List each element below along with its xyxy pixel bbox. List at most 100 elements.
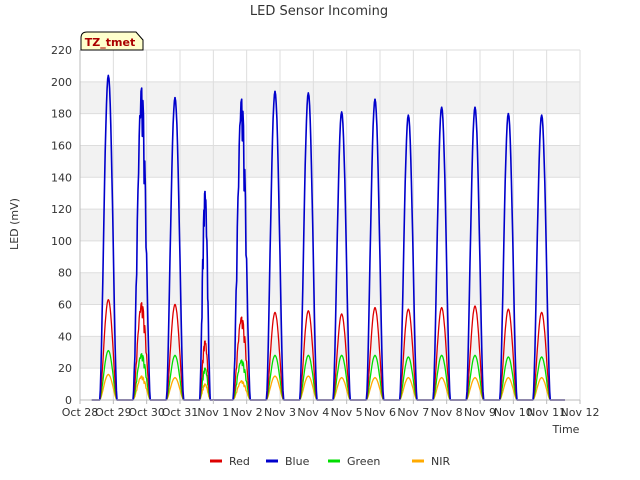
data-point-green [440,354,443,357]
data-point-green [107,349,110,352]
plot-band [80,81,580,114]
y-axis-label: LED (mV) [8,198,21,250]
x-tick-label: Nov 12 [561,406,600,419]
data-point-blue [440,106,443,109]
data-point-blue [507,112,510,115]
data-point-red [274,311,276,314]
data-point-red [240,316,243,319]
data-point-green [374,354,376,357]
x-tick-label: Nov 8 [431,406,463,419]
data-point-red [204,340,206,342]
data-point-red [340,313,343,315]
y-tick-label: 60 [58,299,72,312]
y-tick-label: 140 [51,171,72,184]
data-point-blue [407,114,410,117]
data-point-red [507,308,510,311]
data-point-red [107,298,110,301]
data-point-green [307,354,310,357]
data-point-red [474,305,476,307]
plot-band [80,304,580,337]
legend-label-blue: Blue [285,455,310,468]
axes [79,50,580,401]
y-tick-label: 200 [51,76,72,89]
data-point-green [140,353,143,355]
y-tick-label: 20 [58,362,72,375]
data-point-green [204,367,206,369]
plot-band [80,368,580,400]
data-point-blue [240,98,243,101]
data-point-nir [474,376,476,379]
x-axis-label: Time [552,423,580,436]
data-point-nir [440,376,443,379]
data-point-blue [540,114,543,117]
data-point-green [340,354,343,357]
data-point-nir [307,375,310,377]
annotation-box: TZ_tmet [80,31,144,51]
y-tick-label: 0 [65,394,72,407]
data-point-nir [204,383,206,385]
y-tick-label: 40 [58,330,72,343]
y-tick-labels: 0 20 40 60 80 100 120 140 160 180 200 220 [51,44,72,407]
data-point-green [240,359,243,362]
data-point-nir [274,375,276,377]
x-tick-label: Nov 2 [231,406,263,419]
x-tick-label: Oct 30 [128,406,165,419]
plot-band [80,145,580,178]
data-point-green [507,356,510,358]
data-point-nir [407,376,410,379]
annotation-label: TZ_tmet [85,36,135,49]
data-point-blue [174,96,176,99]
plot-band [80,336,580,369]
x-tick-label: Nov 7 [397,406,429,419]
x-tick-label: Nov 4 [297,406,329,419]
y-tick-label: 80 [58,267,72,280]
x-tick-label: Nov 10 [494,406,533,419]
y-tick-label: 120 [51,203,72,216]
plot-band [80,50,580,82]
legend: Red Blue Green NIR [210,455,450,468]
data-point-red [174,303,176,306]
plot-band [80,272,580,305]
data-point-red [407,308,410,311]
data-point-red [307,310,310,312]
data-point-blue [340,111,343,113]
data-point-nir [107,373,110,376]
plot-band [80,177,580,210]
plot-band [80,209,580,241]
y-tick-label: 160 [51,139,72,152]
data-point-green [407,356,410,358]
data-point-blue [307,92,310,94]
y-tick-label: 100 [51,235,72,248]
data-point-nir [240,380,243,382]
plot-band [80,113,580,146]
chart-title: LED Sensor Incoming [250,4,388,19]
x-tick-label: Oct 31 [162,406,199,419]
x-tick-label: Nov 9 [464,406,496,419]
data-point-blue [274,90,276,93]
data-point-blue [374,98,376,101]
data-point-green [174,354,176,357]
plot-background [80,50,580,400]
legend-label-red: Red [229,455,250,468]
y-tick-label: 220 [51,44,72,57]
y-tick-label: 180 [51,108,72,121]
x-tick-label: Nov 5 [331,406,363,419]
data-point-nir [140,375,143,377]
data-point-blue [140,87,143,89]
data-point-nir [340,376,343,379]
data-point-red [140,302,143,304]
annotation-frame [80,31,144,51]
x-tick-label: Oct 29 [95,406,132,419]
data-point-blue [474,106,476,109]
data-point-blue [107,74,110,77]
data-point-blue [204,190,206,193]
x-tick-label: Nov 3 [264,406,296,419]
data-point-red [440,306,443,309]
data-point-red [540,311,543,314]
x-tick-label: Nov 6 [364,406,396,419]
data-point-green [274,354,276,357]
data-point-nir [374,376,376,379]
data-point-green [474,354,476,357]
